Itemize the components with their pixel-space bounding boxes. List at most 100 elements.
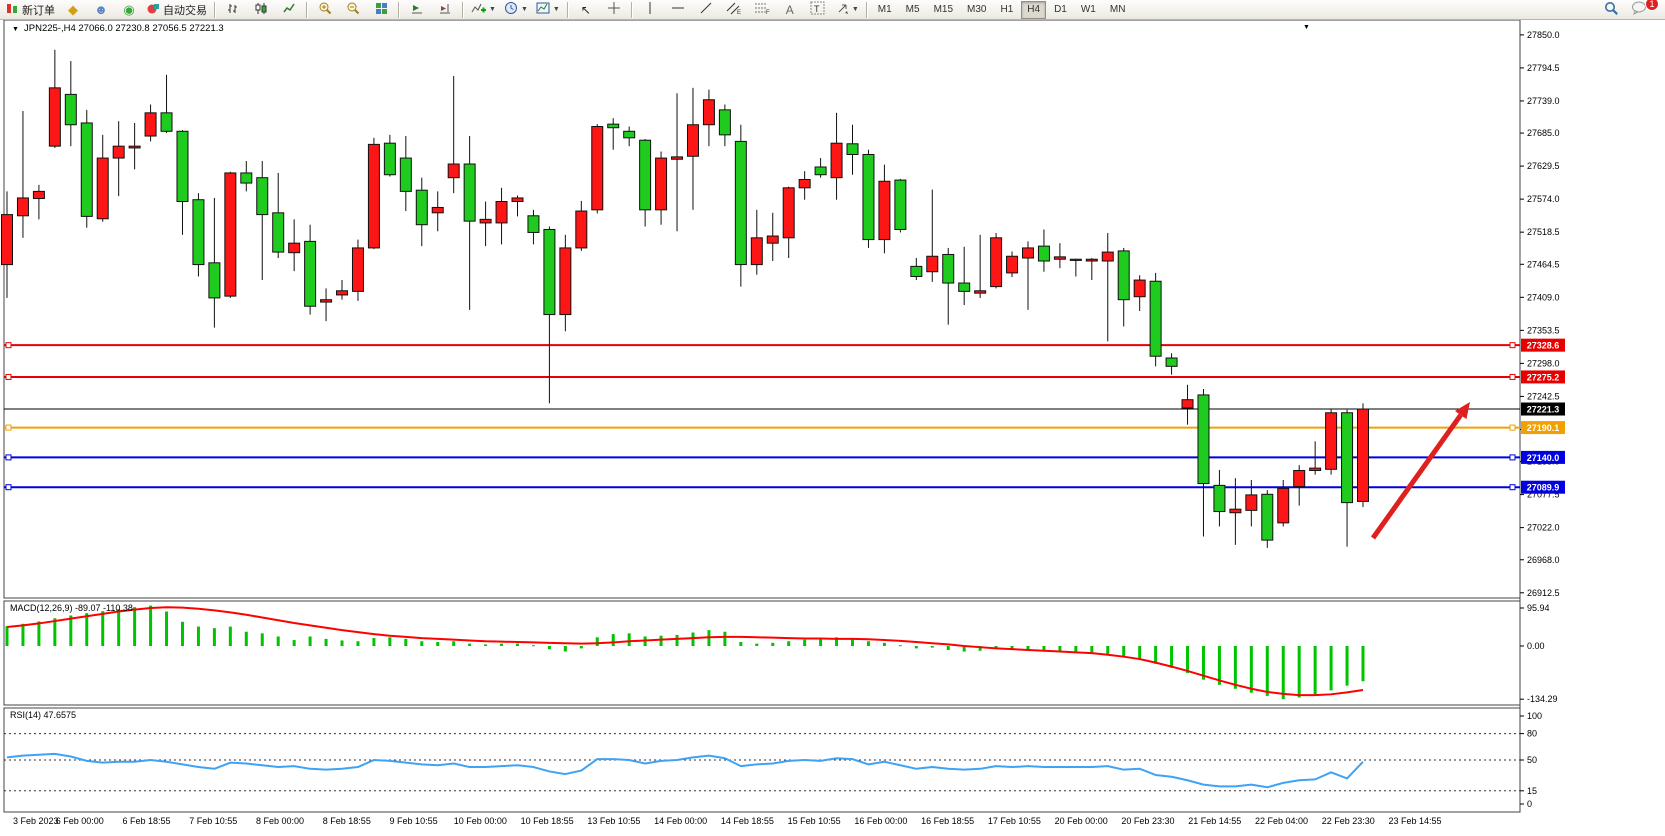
- time-axis-label: 9 Feb 10:55: [390, 816, 438, 826]
- dropdown-arrow-icon: ▼: [851, 6, 859, 13]
- macd-histogram-bar: [819, 638, 823, 646]
- candle-body: [543, 228, 556, 316]
- time-axis-label: 16 Feb 18:55: [921, 816, 974, 826]
- macd-histogram-bar: [388, 637, 392, 646]
- price-badge: [1521, 402, 1565, 416]
- rsi-axis-label: 80: [1527, 729, 1537, 739]
- timeframe-button-mn[interactable]: MN: [1109, 4, 1126, 15]
- search-button[interactable]: [1597, 0, 1625, 20]
- horizontal-level-line[interactable]: 27089.9: [4, 480, 1565, 494]
- macd-histogram-bar: [1297, 646, 1301, 698]
- time-axis-label: 16 Feb 00:00: [854, 816, 907, 826]
- auto-scroll-button[interactable]: [403, 0, 431, 20]
- candle-body: [1357, 408, 1370, 502]
- candle-body: [64, 93, 77, 126]
- horizontal-level-line[interactable]: 27221.3: [4, 402, 1565, 416]
- styler-button[interactable]: ◆: [59, 0, 87, 20]
- line-chart-button[interactable]: [275, 0, 303, 20]
- horizontal-level-line[interactable]: 27140.0: [4, 450, 1565, 464]
- new-order-button[interactable]: 新订单: [2, 0, 59, 20]
- profile-button[interactable]: ☻: [87, 0, 115, 20]
- price-badge-label: 27190.1: [1527, 423, 1560, 433]
- candle-body: [575, 210, 588, 249]
- tile-windows-icon: [375, 2, 388, 18]
- price-tick-label: 27298.0: [1527, 358, 1560, 368]
- channel-button[interactable]: E: [720, 0, 748, 20]
- templates-button[interactable]: ▼: [532, 0, 564, 20]
- vertical-line-button[interactable]: [636, 0, 664, 20]
- macd-histogram-bar: [755, 643, 759, 646]
- auto-scroll-icon: [410, 2, 424, 18]
- timeframe-button-w1[interactable]: W1: [1080, 4, 1096, 15]
- macd-histogram-bar: [308, 636, 312, 646]
- timeframe-button-d1[interactable]: D1: [1054, 4, 1067, 15]
- macd-histogram-bar: [1106, 646, 1110, 654]
- zoom-out-button[interactable]: [339, 0, 367, 20]
- chat-button[interactable]: 1: [1625, 0, 1659, 20]
- macd-histogram-bar: [771, 642, 775, 646]
- auto-trading-button[interactable]: 自动交易: [143, 0, 211, 20]
- timeframe-button-h1[interactable]: H1: [1000, 4, 1014, 15]
- horizontal-level-line[interactable]: 27275.2: [4, 370, 1565, 384]
- timeframe-button-m5[interactable]: M5: [905, 4, 920, 15]
- horizontal-line-button[interactable]: [664, 0, 692, 20]
- chart-shift-button[interactable]: [431, 0, 459, 20]
- candle-body: [1133, 279, 1146, 298]
- price-tick-label: 27409.0: [1527, 292, 1560, 302]
- text-button[interactable]: A: [776, 0, 804, 20]
- macd-histogram-bar: [404, 638, 408, 646]
- candle-body: [830, 142, 843, 179]
- candle-body: [1197, 394, 1210, 485]
- trendline-button[interactable]: [692, 0, 720, 20]
- svg-text:F: F: [766, 10, 770, 15]
- tile-windows-button[interactable]: [367, 0, 395, 20]
- macd-histogram-bar: [276, 636, 280, 646]
- macd-histogram-bar: [468, 643, 472, 646]
- macd-histogram-bar: [372, 638, 376, 646]
- horizontal-level-line[interactable]: 27328.6: [4, 338, 1565, 352]
- bar-chart-icon: [227, 2, 240, 18]
- text-label-button[interactable]: T: [804, 0, 832, 20]
- separator: [865, 1, 868, 18]
- candle-body: [926, 255, 939, 273]
- separator: [398, 1, 400, 18]
- timeframe-button-h4[interactable]: H4: [1021, 0, 1047, 19]
- time-axis-label: 6 Feb 00:00: [56, 816, 104, 826]
- macd-histogram-bar: [675, 634, 679, 646]
- price-badge: [1521, 421, 1565, 435]
- cursor-button[interactable]: ↖: [572, 0, 600, 20]
- timeframe-button-m1[interactable]: M1: [877, 4, 892, 15]
- macd-histogram-bar: [787, 641, 791, 646]
- horizontal-level-line[interactable]: 27190.1: [4, 421, 1565, 435]
- periods-button[interactable]: ▼: [500, 0, 532, 20]
- time-axis-label: 17 Feb 10:55: [988, 816, 1041, 826]
- candle-body: [671, 156, 684, 160]
- macd-histogram-bar: [484, 644, 488, 646]
- macd-axis-label: 95.94: [1527, 603, 1550, 613]
- macd-histogram-bar: [946, 646, 950, 650]
- trend-arrow[interactable]: [1370, 402, 1470, 540]
- macd-histogram-bar: [739, 642, 743, 646]
- candlesticks: [1, 49, 1370, 548]
- separator: [566, 1, 569, 18]
- arrows-button[interactable]: ▼: [832, 0, 863, 20]
- signals-button[interactable]: ◉: [115, 0, 143, 20]
- bar-chart-button[interactable]: [219, 0, 247, 20]
- separator: [630, 1, 633, 18]
- candle-body: [958, 282, 971, 292]
- price-tick-label: 27850.0: [1527, 30, 1560, 40]
- macd-histogram-bar: [1170, 646, 1174, 668]
- macd-histogram-bar: [1329, 646, 1333, 691]
- candlestick-button[interactable]: [247, 0, 275, 20]
- zoom-in-button[interactable]: [311, 0, 339, 20]
- timeframe-button-m30[interactable]: M30: [967, 4, 987, 15]
- timeframe-button-m15[interactable]: M15: [933, 4, 954, 15]
- fibonacci-button[interactable]: F: [748, 0, 776, 20]
- macd-histogram-bar: [180, 621, 184, 646]
- new-order-label: 新订单: [22, 4, 55, 17]
- candle-body: [463, 163, 476, 222]
- auto-trading-label: 自动交易: [163, 4, 207, 17]
- crosshair-button[interactable]: [600, 0, 628, 20]
- indicators-button[interactable]: ▼: [467, 0, 500, 20]
- candle-body: [1325, 412, 1338, 470]
